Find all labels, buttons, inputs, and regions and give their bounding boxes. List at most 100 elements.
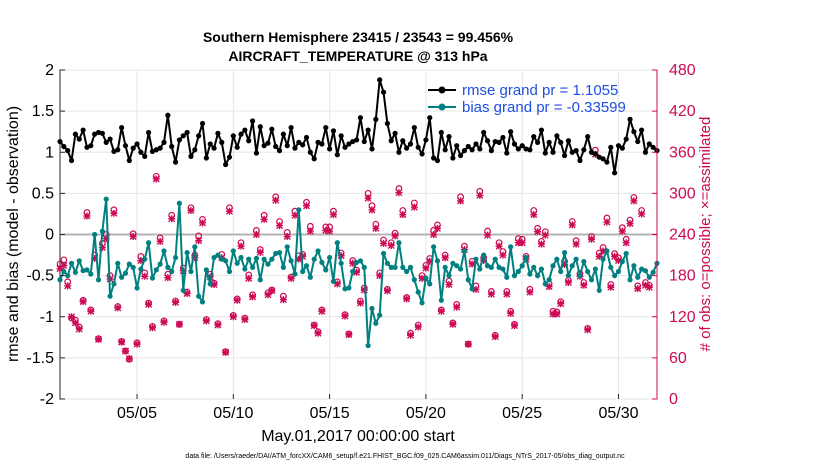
bias-point — [296, 207, 302, 213]
rmse-point — [88, 143, 94, 149]
rmse-point — [380, 89, 387, 95]
obs-assimilated-marker — [83, 212, 91, 220]
bias-point — [249, 264, 256, 270]
rmse-point — [650, 144, 656, 150]
rmse-point — [303, 134, 310, 141]
bias-point — [646, 274, 652, 280]
bias-point — [57, 277, 63, 283]
rmse-point — [515, 146, 521, 152]
bias-point — [280, 264, 286, 270]
obs-assimilated-marker — [518, 239, 526, 247]
bias-point — [246, 256, 252, 262]
legend-rmse-label: rmse grand pr = 1.1055 — [462, 82, 618, 99]
rmse-point — [477, 146, 483, 152]
bias-point — [565, 273, 572, 279]
rmse-point — [404, 145, 410, 151]
obs-assimilated-marker — [564, 278, 572, 286]
obs-assimilated-marker — [95, 335, 103, 343]
bias-point — [380, 250, 387, 257]
rmse-point — [565, 138, 572, 144]
bias-point — [542, 281, 548, 287]
obs-assimilated-marker — [60, 261, 68, 269]
bias-point — [608, 264, 614, 270]
obs-assimilated-marker — [503, 290, 511, 298]
rmse-point — [188, 153, 194, 159]
obs-assimilated-marker — [410, 203, 418, 211]
obs-assimilated-marker — [368, 206, 376, 214]
footnote: data file: /Users/raeder/DAI/ATM_forcXX/… — [185, 453, 625, 460]
bias-point — [153, 267, 159, 273]
obs-assimilated-marker — [360, 286, 368, 294]
rmse-point — [481, 129, 487, 136]
rmse-point — [465, 143, 471, 150]
bias-point — [72, 269, 79, 275]
obs-assimilated-marker — [588, 235, 596, 243]
obs-assimilated-marker — [329, 211, 337, 219]
obs-assimilated-marker — [545, 283, 553, 291]
bias-point — [407, 264, 414, 270]
bias-point — [400, 264, 406, 270]
rmse-point — [469, 147, 475, 153]
obs-assimilated-marker — [403, 295, 411, 303]
obs-assimilated-marker — [541, 231, 549, 239]
rmse-point — [361, 138, 367, 145]
rmse-point — [461, 148, 468, 154]
obs-assimilated-marker — [295, 255, 303, 263]
rmse-point — [280, 131, 286, 137]
rmse-point — [400, 138, 406, 144]
legend-rmse-marker — [438, 86, 446, 94]
obs-assimilated-marker — [499, 251, 507, 259]
obs-assimilated-marker — [553, 310, 561, 318]
rmse-point — [103, 139, 109, 145]
bias-point — [180, 287, 186, 294]
bias-point — [142, 256, 148, 262]
bias-point — [300, 268, 306, 275]
rmse-point — [377, 77, 383, 83]
obs-assimilated-marker — [630, 197, 638, 205]
obs-assimilated-marker — [172, 298, 180, 306]
bias-point — [515, 268, 521, 275]
bias-point — [477, 266, 483, 272]
obs-assimilated-marker — [264, 291, 272, 299]
rmse-point — [107, 136, 113, 142]
rmse-point — [334, 152, 340, 158]
obs-assimilated-marker — [414, 323, 422, 331]
obs-assimilated-marker — [530, 211, 538, 219]
rmse-point — [388, 138, 394, 144]
bias-point — [68, 260, 75, 266]
bias-point — [350, 268, 356, 275]
rmse-point — [115, 147, 121, 153]
rmse-point — [442, 147, 448, 153]
bias-point — [230, 248, 236, 254]
bias-point — [538, 266, 545, 272]
bias-point — [365, 342, 371, 349]
bias-point — [61, 268, 67, 275]
bias-point — [558, 268, 564, 275]
obs-assimilated-marker — [399, 211, 407, 219]
rmse-point — [438, 129, 444, 136]
y-right-tick-label: 120 — [669, 309, 696, 326]
bias-point — [276, 249, 283, 256]
rmse-point — [612, 170, 618, 176]
rmse-point — [311, 156, 317, 162]
rmse-point — [246, 138, 252, 144]
obs-assimilated-marker — [175, 320, 183, 328]
obs-assimilated-marker — [426, 257, 434, 265]
obs-assimilated-marker — [418, 274, 426, 282]
chart-subtitle: AIRCRAFT_TEMPERATURE @ 313 hPa — [228, 48, 487, 64]
obs-assimilated-marker — [64, 282, 72, 290]
bias-point — [215, 252, 221, 258]
obs-assimilated-marker — [148, 324, 156, 332]
rmse-point — [330, 128, 337, 134]
rmse-point — [384, 120, 390, 127]
rmse-point — [242, 127, 248, 133]
obs-assimilated-marker — [71, 319, 79, 327]
rmse-point — [257, 124, 263, 130]
bias-point — [192, 244, 198, 250]
bias-point — [573, 256, 579, 262]
bias-point — [65, 273, 71, 279]
obs-assimilated-marker — [245, 274, 253, 282]
bias-point — [469, 286, 475, 292]
obs-assimilated-marker — [268, 287, 276, 295]
y-tick-label: 1.5 — [32, 103, 54, 120]
